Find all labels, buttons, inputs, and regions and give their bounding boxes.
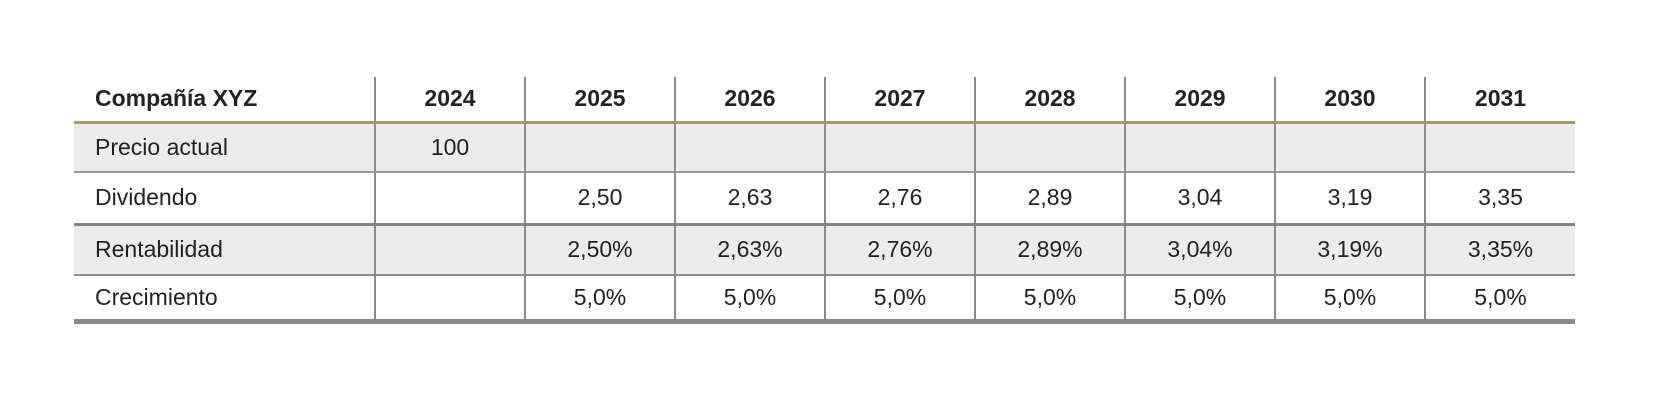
value-cell: 3,19	[1274, 172, 1425, 226]
value-cell: 2,76	[824, 172, 975, 226]
value-cell: 2,50%	[524, 224, 675, 276]
financial-projection-table: Compañía XYZ 2024 2025 2026 2027 2028 20…	[74, 77, 1575, 324]
value-cell	[524, 122, 675, 173]
year-header-cell: 2030	[1274, 77, 1425, 124]
value-cell: 5,0%	[524, 275, 675, 324]
value-cell	[1424, 122, 1575, 173]
year-header-cell: 2029	[1124, 77, 1275, 124]
row-label-cell: Precio actual	[74, 122, 375, 173]
value-cell	[374, 275, 525, 324]
value-cell: 2,63	[674, 172, 825, 226]
table-row-dividendo: Dividendo 2,50 2,63 2,76 2,89 3,04 3,19 …	[74, 172, 1575, 226]
table-row-crecimiento: Crecimiento 5,0% 5,0% 5,0% 5,0% 5,0% 5,0…	[74, 275, 1575, 324]
value-cell: 5,0%	[1424, 275, 1575, 324]
row-label-cell: Dividendo	[74, 172, 375, 226]
value-cell: 5,0%	[974, 275, 1125, 324]
value-cell: 2,50	[524, 172, 675, 226]
table-body: Precio actual 100 Dividendo 2,50 2,63 2,…	[74, 122, 1575, 324]
value-cell	[1124, 122, 1275, 173]
value-cell	[374, 224, 525, 276]
year-header-cell: 2027	[824, 77, 975, 124]
year-header-cell: 2026	[674, 77, 825, 124]
table-row-precio-actual: Precio actual 100	[74, 122, 1575, 173]
value-cell	[974, 122, 1125, 173]
table-header: Compañía XYZ 2024 2025 2026 2027 2028 20…	[74, 77, 1575, 124]
table-row-rentabilidad: Rentabilidad 2,50% 2,63% 2,76% 2,89% 3,0…	[74, 224, 1575, 276]
value-cell: 3,35%	[1424, 224, 1575, 276]
row-label-cell: Rentabilidad	[74, 224, 375, 276]
value-cell: 3,04	[1124, 172, 1275, 226]
value-cell: 2,89%	[974, 224, 1125, 276]
value-cell: 3,04%	[1124, 224, 1275, 276]
year-header-cell: 2025	[524, 77, 675, 124]
value-cell: 5,0%	[674, 275, 825, 324]
value-cell	[1274, 122, 1425, 173]
value-cell: 5,0%	[1124, 275, 1275, 324]
header-row: Compañía XYZ 2024 2025 2026 2027 2028 20…	[74, 77, 1575, 124]
value-cell: 2,89	[974, 172, 1125, 226]
value-cell: 2,76%	[824, 224, 975, 276]
year-header-cell: 2024	[374, 77, 525, 124]
value-cell: 100	[374, 122, 525, 173]
value-cell	[674, 122, 825, 173]
value-cell: 5,0%	[824, 275, 975, 324]
value-cell	[374, 172, 525, 226]
value-cell: 5,0%	[1274, 275, 1425, 324]
value-cell: 3,19%	[1274, 224, 1425, 276]
year-header-cell: 2028	[974, 77, 1125, 124]
company-header-cell: Compañía XYZ	[74, 77, 375, 124]
value-cell: 2,63%	[674, 224, 825, 276]
row-label-cell: Crecimiento	[74, 275, 375, 324]
value-cell: 3,35	[1424, 172, 1575, 226]
year-header-cell: 2031	[1424, 77, 1575, 124]
value-cell	[824, 122, 975, 173]
